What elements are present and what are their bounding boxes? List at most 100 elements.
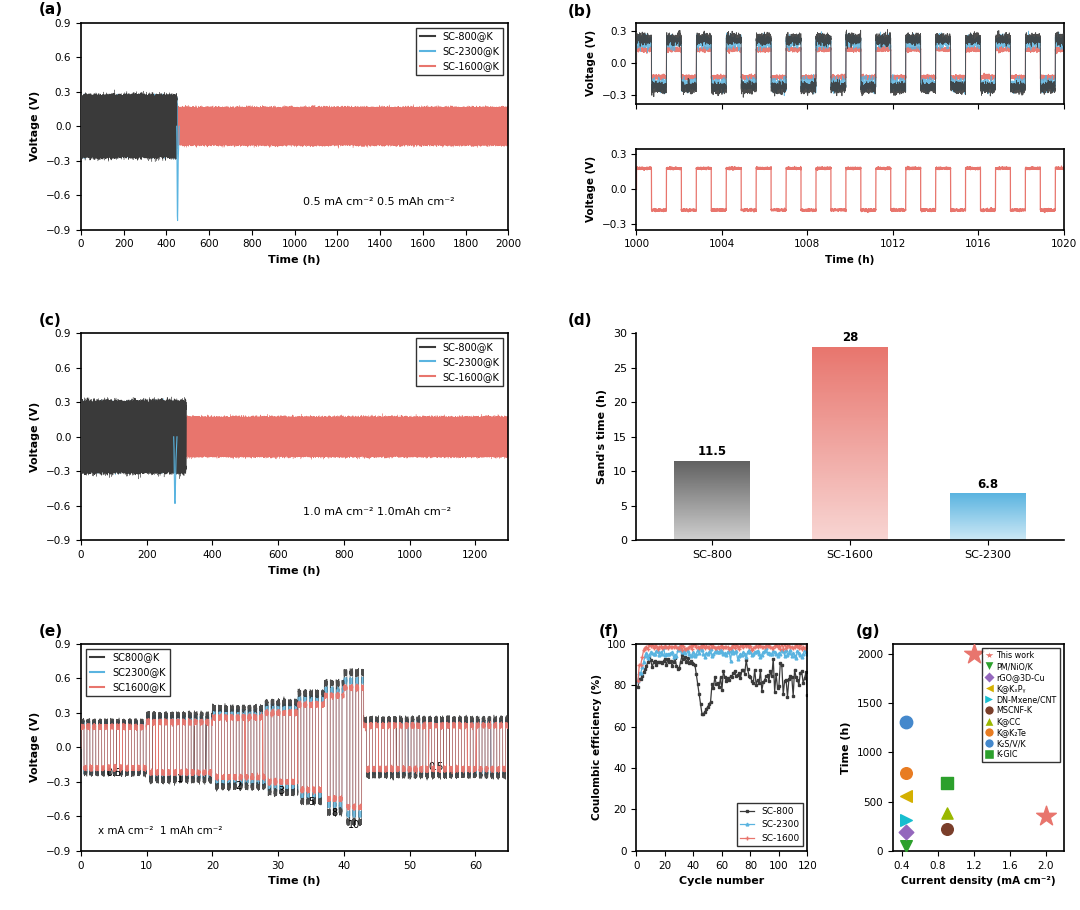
Bar (812, 488, 888, 489)
Text: 6.8: 6.8 (977, 478, 999, 490)
Bar (812, 388, 888, 389)
Bar (812, 453, 888, 454)
Bar (812, 387, 888, 388)
Bar (812, 425, 888, 426)
Legend: SC-800@K, SC-2300@K, SC-1600@K: SC-800@K, SC-2300@K, SC-1600@K (416, 27, 503, 76)
Bar (812, 501, 888, 502)
SC-1600 (775, 638, 788, 649)
SC-2300 (750, 646, 762, 657)
Y-axis label: Voltage (V): Voltage (V) (30, 401, 40, 472)
SC-800 (696, 709, 708, 720)
Bar (812, 493, 888, 494)
Bar (812, 479, 888, 480)
Bar (812, 366, 888, 367)
Bar (812, 353, 888, 354)
Bar (812, 413, 888, 414)
Text: (a): (a) (38, 3, 63, 17)
Bar (812, 416, 888, 417)
Bar (812, 502, 888, 503)
Bar (812, 475, 888, 476)
Bar (812, 520, 888, 521)
Bar (812, 460, 888, 461)
Bar (812, 372, 888, 373)
Bar (812, 348, 888, 349)
Bar (812, 444, 888, 445)
Bar (812, 508, 888, 509)
SC-2300 (667, 652, 680, 662)
Bar (812, 486, 888, 487)
Bar (812, 406, 888, 407)
Bar (812, 382, 888, 383)
Bar (812, 459, 888, 460)
SC-2300 (767, 646, 780, 657)
SC-1600 (801, 640, 814, 651)
Bar (812, 350, 888, 351)
Bar (812, 349, 888, 350)
X-axis label: Time (h): Time (h) (269, 566, 321, 576)
Bar (812, 403, 888, 404)
Bar (812, 402, 888, 403)
Bar (812, 415, 888, 416)
Y-axis label: Voltage (V): Voltage (V) (30, 91, 40, 161)
SC-800 (678, 652, 691, 662)
SC-800 (801, 690, 814, 701)
Bar (812, 377, 888, 378)
Bar (812, 527, 888, 528)
Bar (812, 370, 888, 371)
Bar (812, 457, 888, 459)
Point (1037, 809, 1054, 824)
Legend: SC800@K, SC2300@K, SC1600@K: SC800@K, SC2300@K, SC1600@K (86, 649, 170, 696)
Bar (812, 383, 888, 384)
SC-2300 (632, 675, 645, 686)
Bar (812, 422, 888, 423)
SC-1600 (748, 642, 761, 652)
Bar (812, 428, 888, 429)
Bar (812, 535, 888, 537)
Bar (812, 386, 888, 387)
SC-800 (667, 657, 680, 668)
Bar (812, 371, 888, 372)
Bar (812, 420, 888, 421)
X-axis label: Time (h): Time (h) (269, 876, 321, 886)
Bar (812, 481, 888, 482)
Bar (812, 470, 888, 471)
Bar (812, 362, 888, 363)
Bar (812, 357, 888, 358)
SC-2300 (727, 648, 740, 659)
Bar (812, 455, 888, 456)
Bar (812, 398, 888, 399)
Bar (812, 432, 888, 433)
Bar (812, 367, 888, 368)
Bar (812, 482, 888, 483)
Bar (812, 445, 888, 446)
SC-2300 (801, 649, 814, 660)
Bar (812, 355, 888, 356)
Text: 5: 5 (308, 797, 314, 807)
Bar (812, 496, 888, 497)
SC-1600 (766, 642, 779, 653)
Bar (812, 539, 888, 540)
Bar (812, 467, 888, 468)
Legend: SC-800@K, SC-2300@K, SC-1600@K: SC-800@K, SC-2300@K, SC-1600@K (416, 339, 503, 386)
K@CC (939, 806, 956, 821)
Bar (812, 490, 888, 491)
Bar (812, 347, 888, 348)
Bar (812, 419, 888, 420)
Bar (812, 439, 888, 440)
MSCNF-K (939, 822, 956, 836)
Bar (812, 462, 888, 463)
Bar (812, 452, 888, 453)
Bar (812, 379, 888, 380)
Bar (812, 446, 888, 447)
Bar (812, 521, 888, 522)
X-axis label: Time (h): Time (h) (825, 255, 875, 265)
Bar (812, 461, 888, 462)
Line: SC-800: SC-800 (636, 653, 809, 715)
SC-1600 (677, 641, 690, 652)
Bar (812, 534, 888, 535)
PM/NiO/K (897, 839, 915, 854)
Bar (812, 400, 888, 401)
Bar (812, 399, 888, 400)
Bar (812, 492, 888, 493)
Bar (812, 404, 888, 405)
